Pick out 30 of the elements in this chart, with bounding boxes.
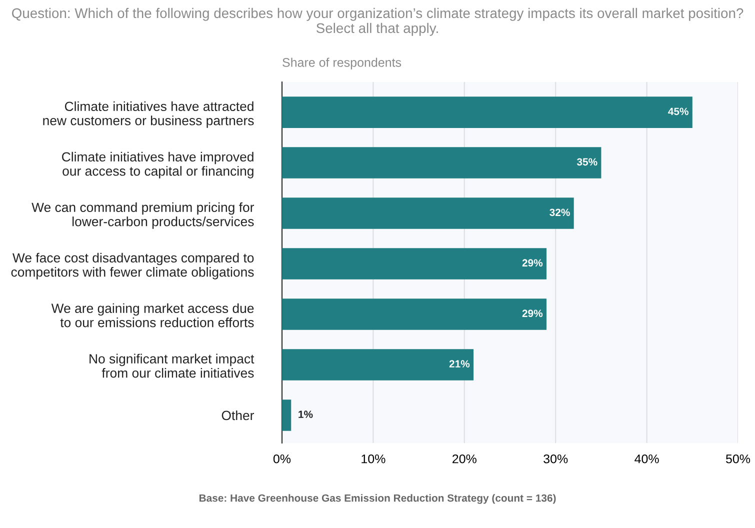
- bar: [282, 147, 602, 178]
- chart-title: Question: Which of the following describes how your organization’s climate strategy impacts its overall market position? Select all that apply.: [12, 8, 744, 36]
- x-axis-title: Share of respondents: [282, 58, 402, 70]
- bar: [282, 349, 474, 380]
- data-label: 32%: [550, 208, 570, 216]
- bar: [282, 248, 546, 280]
- x-tick-label: 0%: [273, 454, 291, 464]
- data-label: 29%: [522, 259, 543, 267]
- y-tick-label: Other: [222, 410, 254, 420]
- x-tick-label: 50%: [726, 454, 750, 464]
- data-label: 1%: [298, 410, 313, 418]
- y-tick-label: We can command premium pricing for lower-carbon products/services: [32, 202, 254, 229]
- y-tick-label: We face cost disadvantages compared to competitors with fewer climate obligations: [11, 252, 254, 280]
- data-label: 21%: [449, 360, 470, 368]
- bar: [282, 198, 574, 229]
- y-tick-label: No significant market impact from our climate initiatives: [90, 354, 254, 378]
- x-tick-label: 10%: [362, 454, 386, 464]
- bar: [282, 400, 292, 431]
- data-label: 35%: [576, 158, 598, 166]
- x-tick-label: 30%: [544, 454, 568, 464]
- bar: [282, 298, 546, 330]
- data-label: 45%: [668, 108, 688, 116]
- y-tick-label: We are gaining market access due to our emissions reduction efforts: [51, 303, 254, 328]
- x-tick-label: 40%: [634, 454, 659, 464]
- data-label: 29%: [522, 310, 543, 318]
- text: Base: Have Greenhouse Gas Emission Reduction Strategy (count = 136): [199, 494, 556, 504]
- y-tick-label: Climate initiatives have improved our access to capital or financing: [62, 152, 254, 178]
- x-tick-label: 20%: [452, 454, 476, 464]
- y-tick-label: Climate initiatives have attracted new customers or business partners: [43, 101, 254, 128]
- bar: [282, 96, 692, 128]
